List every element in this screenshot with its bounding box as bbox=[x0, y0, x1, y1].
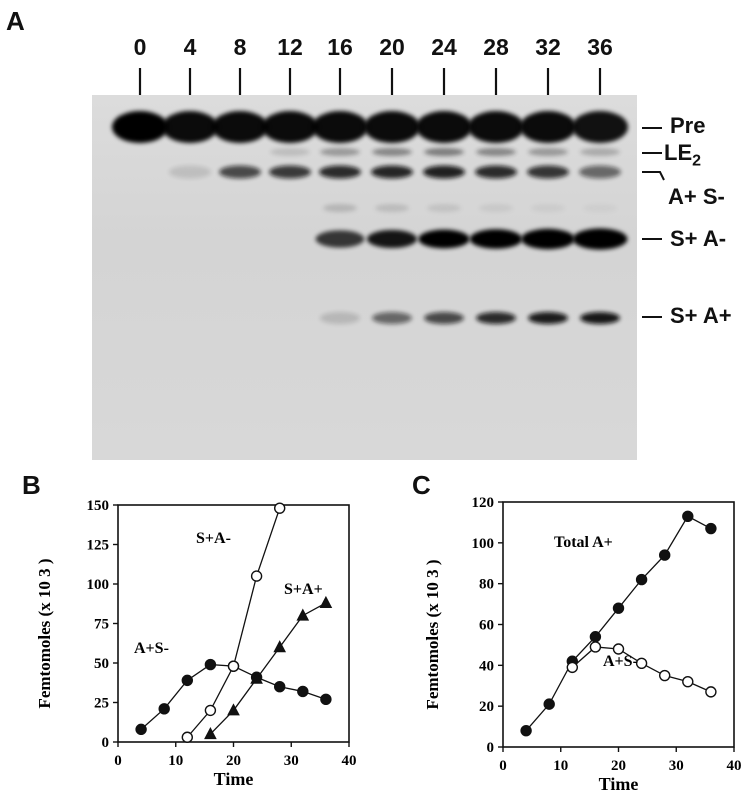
data-point bbox=[320, 693, 332, 706]
data-point bbox=[520, 724, 532, 737]
chart-c: 0 10 20 30 40 0 20 40 60 80 100 120 Time Femtomoles (… bbox=[423, 495, 742, 794]
data-point bbox=[682, 675, 694, 688]
y-tick-label: 0 bbox=[487, 740, 495, 756]
x-axis-label: Time bbox=[599, 774, 639, 794]
y-tick-label: 75 bbox=[94, 617, 109, 633]
band-label-s-plus-a-minus: S+ A- bbox=[670, 226, 727, 251]
y-tick-label: 125 bbox=[87, 538, 110, 554]
y-tick-label: 150 bbox=[87, 498, 110, 514]
data-point bbox=[705, 522, 717, 535]
y-tick-label: 50 bbox=[94, 656, 109, 672]
plot-frame bbox=[502, 501, 735, 748]
data-point bbox=[227, 660, 240, 672]
y-tick-label: 20 bbox=[479, 699, 494, 715]
data-point bbox=[274, 680, 286, 693]
data-point bbox=[659, 549, 671, 561]
data-point bbox=[635, 657, 648, 669]
series-label: A+S- bbox=[134, 640, 169, 657]
x-tick-label: 10 bbox=[553, 758, 568, 774]
y-axis-label: Femtomoles (x 10 3 ) bbox=[35, 558, 54, 708]
data-point bbox=[705, 686, 717, 698]
data-point bbox=[612, 602, 625, 614]
x-tick-label: 20 bbox=[611, 758, 626, 774]
x-axis-label: Time bbox=[214, 769, 254, 789]
x-tick-label: 40 bbox=[342, 753, 357, 769]
y-tick-label: 25 bbox=[94, 696, 109, 712]
y-tick-label: 60 bbox=[479, 618, 494, 634]
data-point bbox=[158, 703, 170, 715]
band-label-pre: Pre bbox=[670, 113, 706, 138]
data-point bbox=[204, 704, 217, 717]
lane-label-32: 32 bbox=[535, 34, 561, 60]
y-tick-label: 100 bbox=[472, 536, 495, 552]
panel-letter-c: C bbox=[412, 470, 431, 500]
y-axis-label: Femtomoles (x 10 3 ) bbox=[423, 559, 442, 709]
lane-label-24: 24 bbox=[431, 34, 457, 60]
series-label: S+A+ bbox=[284, 581, 323, 598]
data-point bbox=[273, 640, 287, 653]
chart-b: 0 10 20 30 40 0 25 50 75 100 125 150 Time Femtomoles … bbox=[35, 498, 357, 789]
lane-label-8: 8 bbox=[233, 34, 247, 60]
panel-letter-b: B bbox=[22, 470, 41, 500]
band-label-a-plus-s-minus: A+ S- bbox=[668, 184, 725, 209]
data-point bbox=[297, 685, 309, 698]
data-point bbox=[250, 570, 263, 582]
y-tick-label: 100 bbox=[87, 577, 110, 593]
lane-label-28: 28 bbox=[483, 34, 509, 60]
series-label: A+S- bbox=[603, 653, 638, 670]
lane-label-20: 20 bbox=[379, 34, 405, 60]
data-point bbox=[204, 658, 217, 671]
series-label: S+A- bbox=[196, 530, 231, 547]
y-tick-label: 80 bbox=[479, 577, 494, 593]
data-point bbox=[274, 502, 286, 514]
data-point bbox=[659, 669, 671, 682]
x-tick-label: 40 bbox=[727, 758, 742, 774]
y-tick-label: 0 bbox=[102, 735, 110, 751]
x-tick-label: 20 bbox=[226, 753, 241, 769]
lane-label-0: 0 bbox=[133, 34, 147, 60]
y-tick-label: 120 bbox=[472, 495, 495, 511]
lane-label-36: 36 bbox=[587, 34, 613, 60]
series-line-0 bbox=[140, 663, 327, 730]
band-label-le2-subscript: 2 bbox=[692, 152, 702, 170]
data-point bbox=[250, 671, 263, 684]
data-point bbox=[181, 731, 194, 743]
data-point bbox=[296, 608, 310, 621]
lane-label-16: 16 bbox=[327, 34, 353, 60]
data-point bbox=[181, 674, 194, 687]
x-tick-label: 10 bbox=[168, 753, 183, 769]
gel-image bbox=[92, 95, 637, 460]
lane-label-4: 4 bbox=[183, 34, 197, 60]
x-tick-label: 0 bbox=[114, 753, 122, 769]
band-label-le2: LE2 bbox=[664, 140, 702, 170]
data-point bbox=[682, 510, 694, 522]
x-tick-label: 0 bbox=[499, 758, 507, 774]
data-point bbox=[135, 723, 147, 736]
data-point bbox=[612, 643, 625, 655]
data-point bbox=[635, 573, 648, 586]
data-point bbox=[543, 698, 555, 710]
data-point bbox=[589, 641, 602, 653]
x-tick-label: 30 bbox=[284, 753, 299, 769]
y-tick-label: 40 bbox=[479, 658, 494, 674]
band-label-s-plus-a-plus: S+ A+ bbox=[670, 303, 732, 328]
data-point bbox=[227, 703, 240, 716]
data-point bbox=[204, 727, 217, 740]
lane-label-12: 12 bbox=[277, 34, 303, 60]
panel-letter-a: A bbox=[6, 6, 25, 36]
series-label: Total A+ bbox=[554, 534, 613, 551]
data-point bbox=[319, 595, 333, 608]
data-point bbox=[566, 661, 579, 674]
data-point bbox=[589, 631, 602, 643]
x-tick-label: 30 bbox=[669, 758, 684, 774]
